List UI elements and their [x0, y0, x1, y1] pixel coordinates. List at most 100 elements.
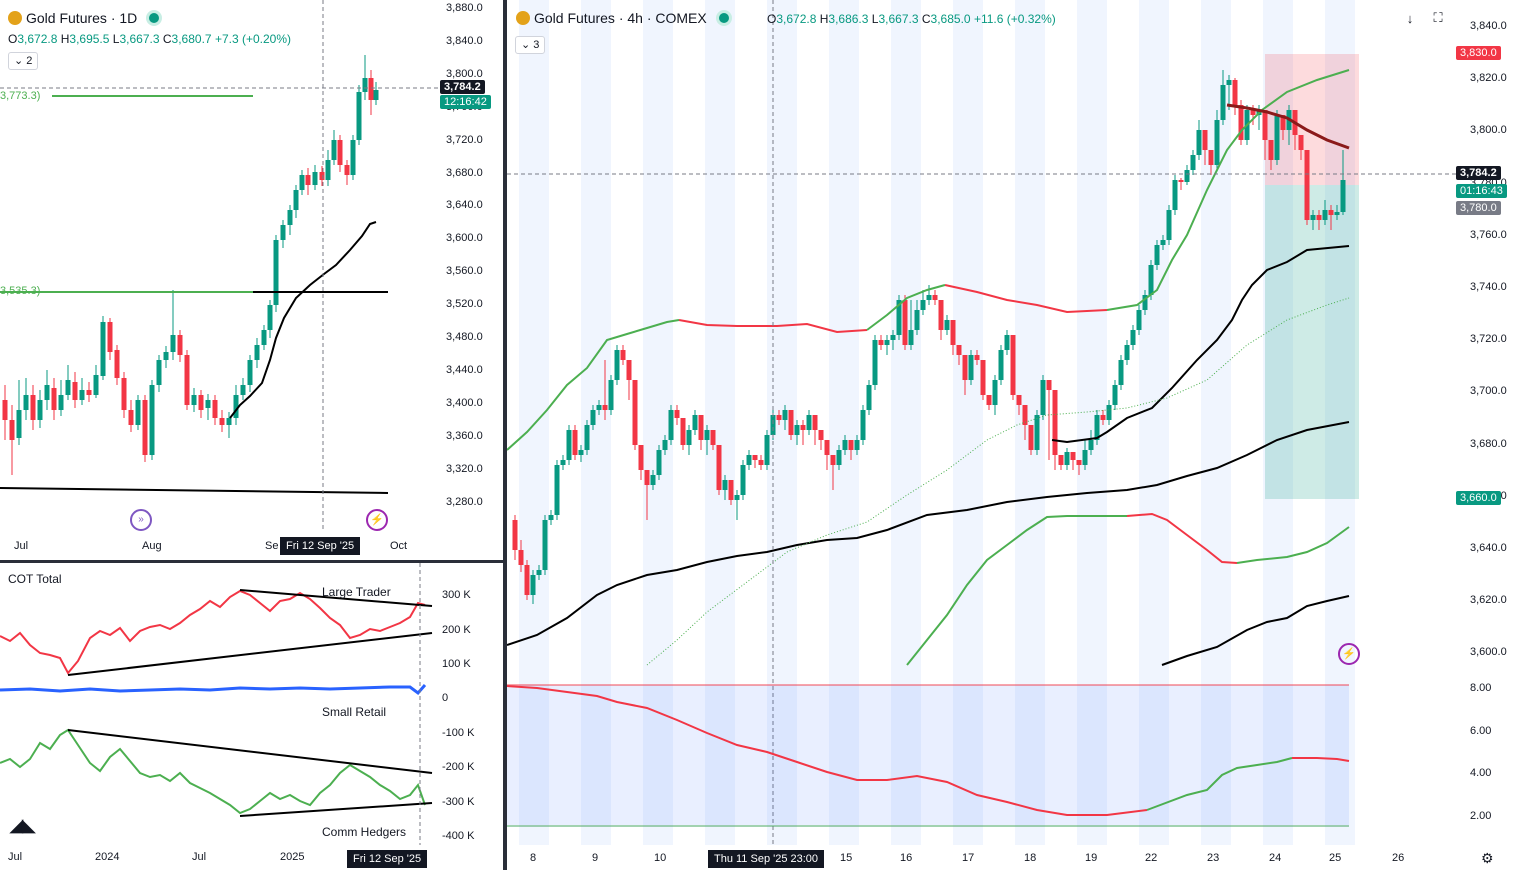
- bb-upper-green-3: [1106, 69, 1350, 311]
- candle-body: [312, 172, 318, 185]
- axis-label: 3,720.0: [446, 133, 483, 146]
- bb-lower-green-2: [1236, 526, 1350, 564]
- candle-body: [836, 450, 842, 465]
- axis-label: -400 K: [442, 830, 475, 842]
- candle-body: [530, 575, 536, 595]
- left-indicators-toggle[interactable]: ⌄ 2: [8, 52, 39, 70]
- candle-body: [1112, 385, 1118, 405]
- vertical-pane-divider[interactable]: [503, 0, 507, 870]
- candle-body: [1328, 210, 1334, 215]
- right-chart-legend[interactable]: Gold Futures · 4h · COMEX: [516, 10, 729, 26]
- axis-label: 100 K: [442, 658, 471, 670]
- candle-body: [293, 190, 299, 210]
- candle-body: [668, 410, 674, 440]
- cot-chart-canvas[interactable]: [0, 563, 503, 870]
- lightning-icon[interactable]: ⚡: [366, 509, 388, 531]
- axis-label: 0: [442, 692, 449, 704]
- candle-body: [212, 400, 218, 418]
- candle-body: [240, 385, 246, 395]
- arrow-down-icon[interactable]: ↓: [1406, 10, 1414, 26]
- candle-body: [566, 430, 572, 460]
- candle-body: [373, 90, 379, 100]
- candle-body: [662, 440, 668, 450]
- left-time-axis[interactable]: Jul Aug Se Oct: [0, 532, 438, 560]
- time-label: Se: [265, 540, 279, 552]
- sub-pane-shade: [507, 685, 1349, 827]
- candle-body: [325, 160, 331, 180]
- candle-body: [280, 225, 286, 240]
- axis-label: 3,880.0: [446, 2, 483, 14]
- session-band: [643, 0, 673, 845]
- ma-dotted-green: [646, 297, 1350, 666]
- fullscreen-icon[interactable]: ⛶: [1433, 10, 1443, 25]
- candle-body: [938, 300, 944, 330]
- candle-body: [728, 480, 734, 500]
- candle-body: [980, 360, 986, 395]
- candle-body: [1310, 215, 1316, 220]
- right-price-axis[interactable]: 3,840.0 3,820.0 3,800.0 3,780.0 3,760.0 3,740…: [1462, 0, 1516, 675]
- cot-value-axis[interactable]: 300 K 200 K 100 K 0 -100 K -200 K -300 K -400 K: [438, 563, 503, 845]
- right-last-price-badge: 3,784.2: [1456, 166, 1501, 180]
- left-price-axis[interactable]: 3,880.03,840.03,800.03,760.03,720.03,680…: [438, 0, 503, 530]
- candle-body: [746, 455, 752, 465]
- cot-chart-pane[interactable]: COT Total Large Trader Small Retail Comm…: [0, 563, 503, 870]
- axis-label: 3,840.0: [1470, 20, 1507, 32]
- left-daily-chart-canvas[interactable]: [0, 0, 503, 560]
- settings-icon[interactable]: ⚙: [1481, 850, 1494, 866]
- stop-price-badge: 3,830.0: [1456, 46, 1501, 60]
- candle-body: [1280, 115, 1286, 130]
- cot-title: COT Total: [8, 572, 62, 586]
- right-4h-chart-pane[interactable]: Gold Futures · 4h · COMEX O3,672.8 H3,68…: [507, 0, 1516, 870]
- candle-body: [267, 305, 273, 330]
- time-label: 23: [1207, 852, 1220, 864]
- tradingview-logo[interactable]: ◢◣: [10, 816, 35, 835]
- time-label: Aug: [142, 540, 162, 552]
- axis-label: -300 K: [442, 796, 475, 808]
- axis-label: 3,440.0: [446, 363, 483, 376]
- right-4h-chart-canvas[interactable]: [507, 0, 1516, 870]
- candle-body: [620, 350, 626, 360]
- candle-body: [860, 410, 866, 440]
- candle-body: [350, 140, 356, 175]
- candle-body: [100, 322, 106, 376]
- axis-label: 3,740.0: [1470, 281, 1507, 293]
- axis-label: 3,640.0: [1470, 542, 1507, 554]
- candle-body: [121, 378, 127, 410]
- candle-body: [319, 172, 325, 180]
- candle-body: [1166, 210, 1172, 240]
- right-sub-value-axis[interactable]: 8.00 6.00 4.00 2.00: [1462, 675, 1516, 845]
- horizontal-pane-divider[interactable]: [0, 560, 505, 563]
- candle-body: [156, 360, 162, 385]
- session-band: [519, 0, 549, 845]
- candle-body: [740, 465, 746, 495]
- left-chart-legend[interactable]: Gold Futures · 1D: [8, 10, 160, 26]
- sub-oscillator-red: [507, 685, 1148, 816]
- chevron-down-icon: ⌄: [14, 55, 24, 67]
- sub-oscillator-green: [1146, 757, 1293, 811]
- right-time-axis[interactable]: 8 9 10 15 16 17 18 19 22 23 24 25 26: [507, 845, 1462, 870]
- candle-body: [518, 550, 524, 565]
- right-indicators-toggle[interactable]: ⌄ 3: [515, 36, 546, 54]
- axis-label: 3,800.0: [1470, 124, 1507, 137]
- candle-body: [710, 430, 716, 445]
- time-label: 15: [840, 852, 853, 864]
- cot-comm-hedgers-series: [0, 728, 426, 815]
- candle-body: [1064, 452, 1070, 465]
- left-daily-chart-pane[interactable]: Gold Futures · 1D O3,672.8 H3,695.5 L3,6…: [0, 0, 503, 560]
- market-open-dot: [149, 13, 160, 23]
- candle-body: [1124, 345, 1130, 360]
- session-band: [829, 0, 859, 845]
- cot-large-trader-series: [0, 589, 426, 675]
- axis-label: 200 K: [442, 624, 471, 636]
- lightning-icon[interactable]: ⚡: [1338, 643, 1360, 665]
- time-label: 17: [962, 852, 975, 864]
- candle-body: [782, 410, 788, 420]
- candle-body: [602, 405, 608, 410]
- axis-label: 300 K: [442, 589, 471, 601]
- candle-body: [656, 450, 662, 475]
- event-icon[interactable]: »: [130, 509, 152, 531]
- cot-large-trader-label: Large Trader: [322, 585, 391, 599]
- cot-time-axis[interactable]: Jul 2024 Jul 2025: [0, 845, 438, 870]
- candle-body: [305, 175, 311, 185]
- candle-body: [608, 380, 614, 410]
